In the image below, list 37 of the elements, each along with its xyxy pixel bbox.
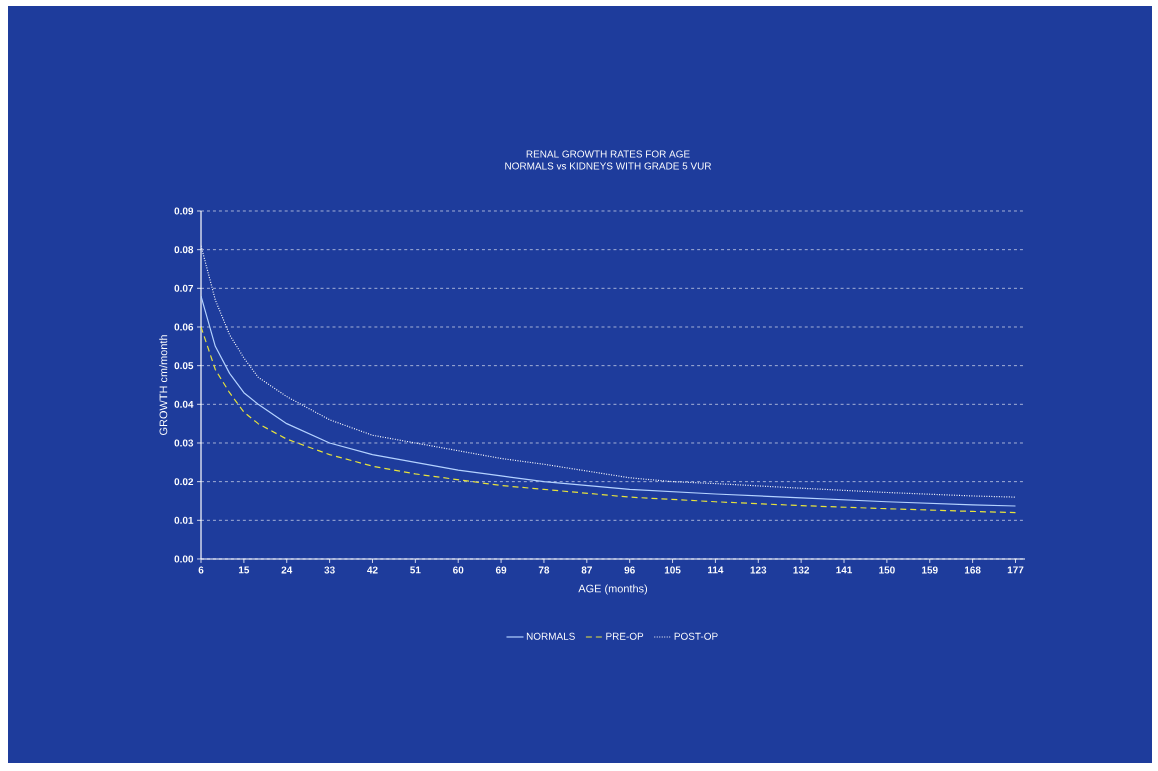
x-tick-label: 132	[793, 566, 810, 574]
y-tick-label: 0.08	[174, 246, 194, 254]
x-tick-label: 78	[538, 566, 550, 574]
y-axis-title: GROWTH cm/month	[159, 335, 168, 435]
x-tick-label: 69	[495, 566, 507, 574]
y-tick-label: 0.01	[174, 516, 194, 524]
x-tick-label: 33	[324, 566, 335, 574]
x-tick-label: 150	[879, 566, 895, 574]
y-tick-label: 0.07	[174, 284, 194, 292]
x-tick-label: 105	[664, 566, 681, 574]
y-tick-label: 0.04	[174, 400, 194, 408]
y-tick-label: 0.06	[174, 323, 194, 331]
x-tick-label: 87	[581, 566, 592, 574]
legend-label: NORMALS	[526, 632, 575, 640]
x-axis-title: AGE (months)	[578, 584, 648, 595]
y-tick-label: 0.02	[174, 478, 194, 486]
x-tick-label: 6	[198, 566, 204, 574]
x-tick-label: 15	[238, 566, 250, 574]
x-tick-label: 159	[922, 566, 938, 574]
legend-label: POST-OP	[674, 632, 718, 640]
chart-subtitle: NORMALS vs KIDNEYS WITH GRADE 5 VUR	[505, 162, 712, 170]
x-tick-label: 123	[750, 566, 767, 574]
y-tick-label: 0.00	[174, 555, 194, 563]
y-tick-label: 0.03	[174, 439, 194, 447]
x-tick-label: 141	[836, 566, 853, 574]
x-tick-label: 96	[624, 566, 635, 574]
x-tick-label: 51	[410, 566, 421, 574]
x-tick-label: 24	[281, 566, 293, 574]
x-tick-label: 42	[367, 566, 378, 574]
chart-title: RENAL GROWTH RATES FOR AGE	[526, 150, 690, 158]
x-tick-label: 168	[964, 566, 981, 574]
x-tick-label: 60	[453, 566, 464, 574]
x-tick-label: 177	[1007, 566, 1024, 574]
y-tick-label: 0.05	[174, 362, 194, 370]
x-tick-label: 114	[708, 566, 724, 574]
legend-label: PRE-OP	[606, 632, 644, 640]
y-tick-label: 0.09	[174, 207, 194, 215]
